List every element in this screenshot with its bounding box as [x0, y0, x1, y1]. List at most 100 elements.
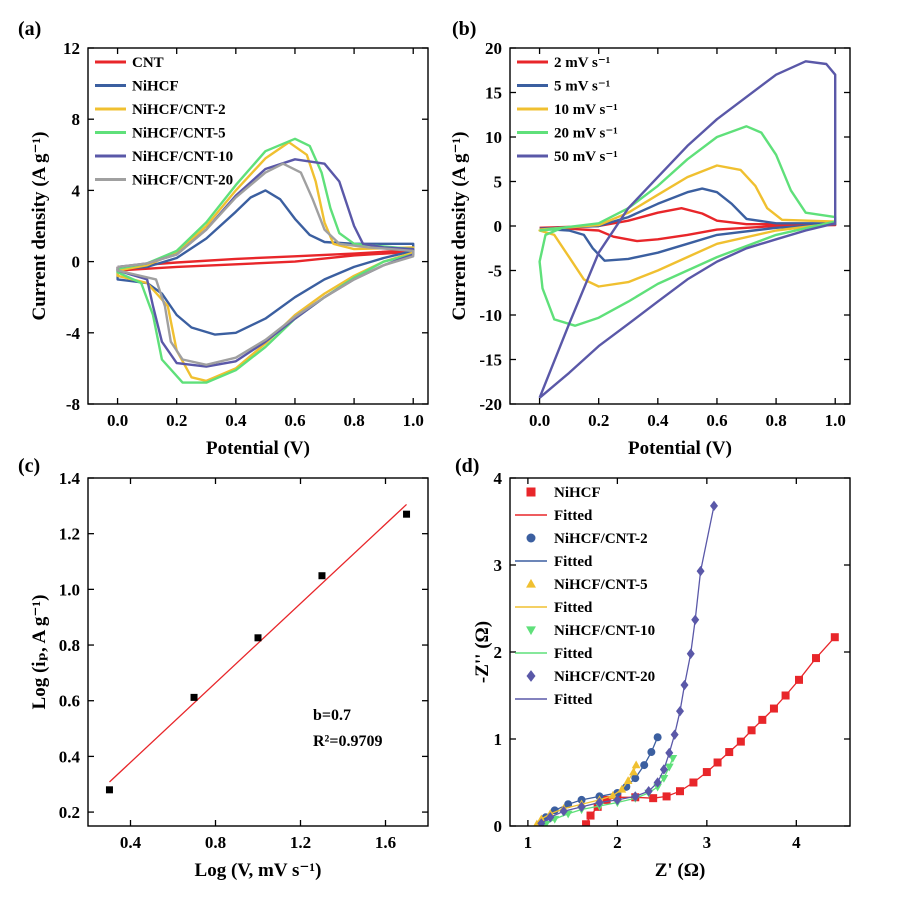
x-tick-label: 1	[524, 833, 533, 852]
y-tick-label: -15	[479, 351, 502, 370]
legend-label: NiHCF/CNT-10	[554, 623, 655, 639]
data-point	[725, 748, 734, 757]
y-tick-label: -20	[479, 395, 502, 414]
fitted-line-1	[540, 737, 659, 825]
y-tick-label: 12	[63, 39, 80, 58]
legend-label: NiHCF/CNT-20	[554, 669, 655, 685]
plot-area	[105, 503, 411, 794]
data-point	[812, 654, 820, 663]
data-point	[653, 777, 662, 788]
data-point	[640, 761, 649, 770]
axes: 0.0 0.2 0.4 0.6 0.8 1.0 -20 -15 -10 -5 0 5 10 15 20	[479, 39, 850, 430]
data-point	[526, 670, 536, 682]
x-tick-label: 0.2	[166, 411, 187, 430]
data-point	[676, 787, 684, 796]
axes: 0.4 0.8 1.2 1.6 0.2 0.4 0.6 0.8 1.0 1.2 1.4	[59, 469, 428, 852]
data-point	[586, 811, 595, 820]
y-tick-label: -10	[479, 306, 502, 325]
x-tick-label: 0.8	[205, 833, 226, 852]
data-point	[710, 500, 718, 512]
legend-label: NiHCF/CNT-2	[132, 102, 226, 118]
legend-label: NiHCF/CNT-2	[554, 531, 648, 547]
legend-label: 5 mV s⁻¹	[554, 79, 610, 95]
y-axis-label: Log (iₚ, A g⁻¹)	[29, 595, 50, 710]
annotation-b: b=0.7	[313, 707, 351, 724]
series-line-5	[116, 162, 415, 366]
annotation-r2: R²=0.9709	[313, 733, 382, 750]
data-point	[631, 774, 640, 783]
y-tick-label: -4	[66, 324, 81, 343]
x-tick-label: 4	[792, 833, 801, 852]
data-point	[526, 533, 536, 543]
fitted-line-0	[585, 636, 836, 825]
x-tick-label: 0.6	[706, 411, 727, 430]
y-tick-label: 1.4	[59, 469, 81, 488]
x-tick-label: 1.0	[825, 411, 846, 430]
fit-line	[109, 503, 407, 783]
y-tick-label: 5	[494, 173, 503, 192]
data-point	[781, 691, 790, 700]
x-tick-label: 1.0	[403, 411, 424, 430]
data-point	[608, 790, 618, 799]
x-tick-label: 0.4	[225, 411, 247, 430]
plot-frame	[509, 47, 851, 405]
data-point	[564, 800, 573, 809]
axes: 0.0 0.2 0.4 0.6 0.8 1.0 -8 -4 0 4 8 12	[63, 39, 428, 430]
x-tick-label: 0.4	[647, 411, 669, 430]
axes: 1 2 3 4 0 1 2 3 4	[494, 469, 850, 852]
legend-fitted-label: Fitted	[554, 600, 593, 616]
y-tick-label: 10	[485, 128, 502, 147]
data-point	[526, 578, 536, 588]
x-tick-label: 0.8	[343, 411, 364, 430]
series-line-4	[538, 60, 837, 399]
data-point	[747, 726, 756, 735]
legend-label: 10 mV s⁻¹	[554, 102, 618, 118]
y-tick-label: 0	[494, 817, 503, 836]
data-point	[691, 614, 700, 626]
data-point	[526, 487, 536, 497]
data-point	[659, 774, 669, 783]
legend-label: 2 mV s⁻¹	[554, 55, 610, 71]
panel-label: (b)	[452, 18, 476, 40]
plot-area	[116, 137, 415, 384]
y-tick-label: 1.0	[59, 580, 80, 599]
plot-area	[538, 60, 837, 399]
legend-fitted-label: Fitted	[554, 646, 593, 662]
y-tick-label: 1.2	[59, 525, 80, 544]
legend-label: 50 mV s⁻¹	[554, 149, 618, 165]
data-point	[689, 778, 698, 787]
data-point	[631, 791, 640, 802]
data-point	[659, 764, 668, 775]
y-tick-label: 4	[494, 469, 503, 488]
data-point	[668, 754, 678, 763]
y-axis-label: Current density (A g⁻¹)	[29, 131, 50, 320]
y-axis-label: Current density (A g⁻¹)	[449, 131, 470, 320]
data-point	[526, 626, 536, 636]
x-axis-label: Z' (Ω)	[655, 860, 706, 881]
legend-fitted-label: Fitted	[554, 508, 593, 524]
data-point	[602, 795, 611, 804]
panel-c: (c) 0.4 0.8 1.2 1.6 0.2 0.4 0.6 0.8 1.0 1.2 1.4 Log …	[18, 455, 429, 881]
plot-area	[533, 500, 839, 826]
data-point	[686, 648, 695, 659]
y-tick-label: 0.4	[59, 747, 81, 766]
legend-label: NiHCF	[554, 485, 601, 501]
data-point	[546, 812, 555, 823]
legend-label: NiHCF	[132, 79, 179, 95]
data-point	[696, 565, 705, 577]
legend-label: NiHCF/CNT-10	[132, 149, 233, 165]
legend-label: 20 mV s⁻¹	[554, 126, 618, 142]
legend: CNT NiHCF NiHCF/CNT-2 NiHCF/CNT-5 NiHCF/CNT-…	[95, 55, 233, 189]
data-point	[254, 634, 262, 642]
data-point	[622, 782, 631, 791]
legend-fitted-label: Fitted	[554, 554, 593, 570]
data-point	[613, 794, 622, 806]
plot-frame	[87, 477, 429, 827]
panel-a: (a) 0.0 0.2 0.4 0.6 0.8 1.0 -8 -4 0 4 8 12 Potential …	[18, 18, 429, 459]
y-tick-label: 3	[494, 556, 503, 575]
data-point	[537, 818, 546, 826]
x-tick-label: 0.0	[529, 411, 550, 430]
legend: NiHCF Fitted NiHCF/CNT-2 Fitted NiHCF/CNT-5 F…	[515, 485, 655, 708]
y-tick-label: 15	[485, 84, 502, 103]
